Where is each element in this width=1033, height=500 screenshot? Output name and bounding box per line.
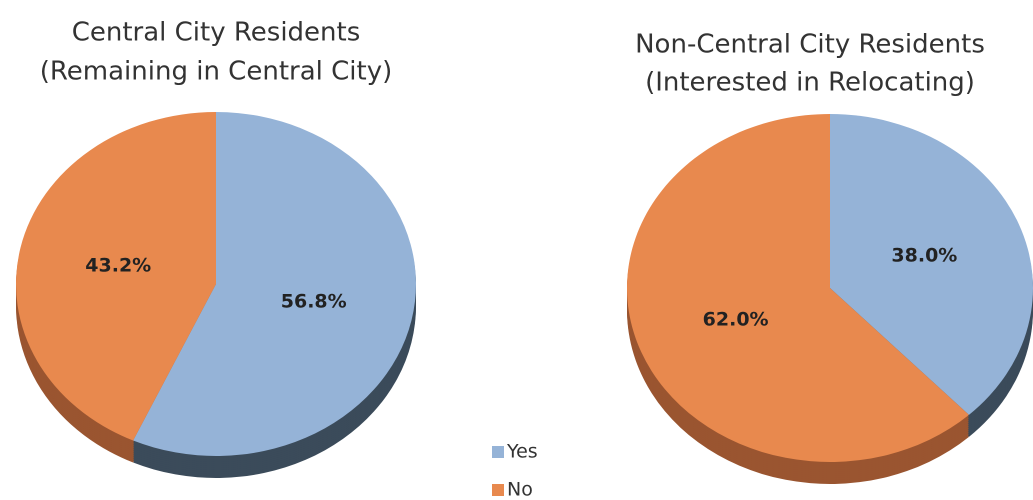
chart-subtitle: (Remaining in Central City) [40, 57, 392, 87]
pie-slice [133, 112, 416, 456]
legend-label: Yes [506, 441, 538, 463]
data-label: 43.2% [85, 254, 151, 276]
data-label: 62.0% [703, 309, 769, 331]
chart-title: Central City Residents [72, 18, 361, 48]
data-label: 38.0% [891, 244, 957, 266]
data-label: 56.8% [281, 291, 347, 313]
chart-title: Non-Central City Residents [635, 30, 985, 60]
legend-label: No [507, 479, 533, 500]
legend-swatch [492, 484, 504, 496]
pie-slice [830, 114, 1033, 415]
pie-slice [16, 112, 217, 441]
chart-subtitle: (Interested in Relocating) [645, 68, 975, 98]
legend-swatch [492, 446, 504, 458]
pie-slice [627, 114, 969, 462]
